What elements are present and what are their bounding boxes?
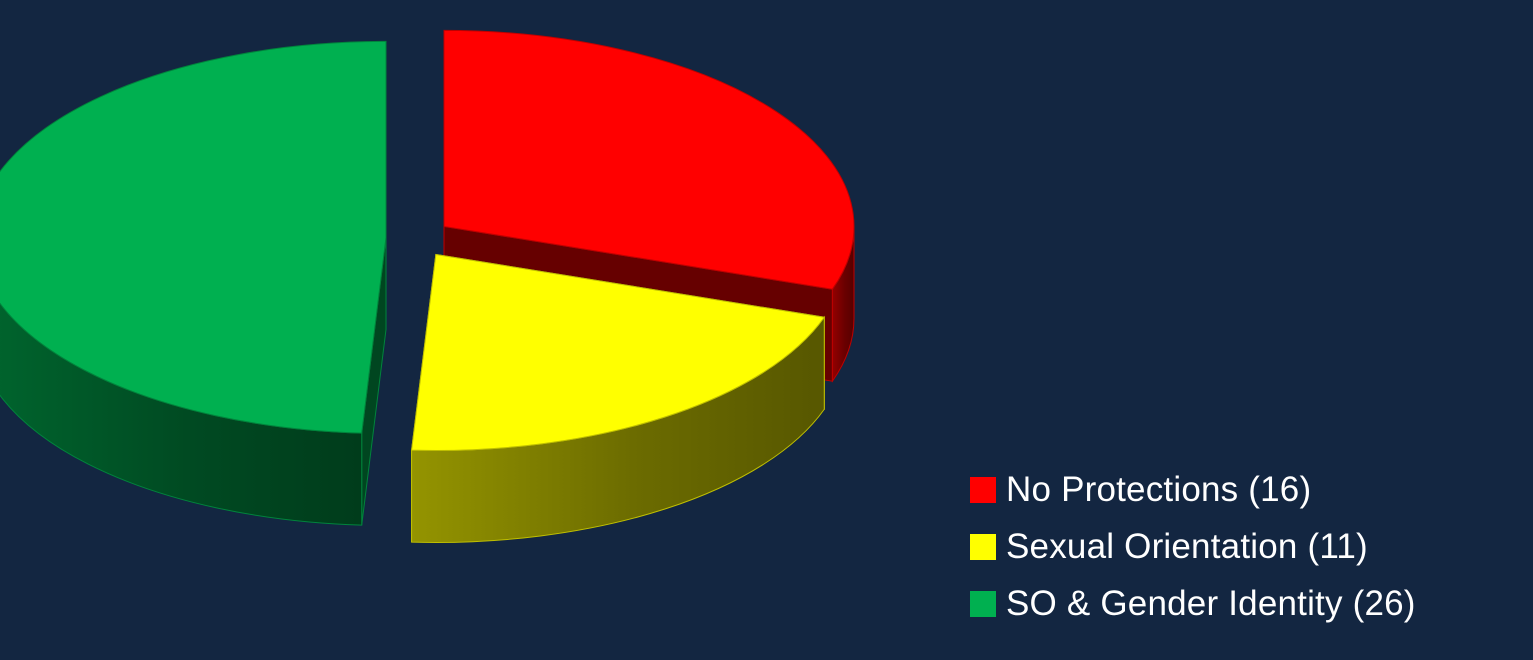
- legend-item: Sexual Orientation (11): [970, 523, 1416, 571]
- slice-top-face: [411, 253, 826, 451]
- legend-swatch: [970, 477, 996, 503]
- slice-top-face: [443, 29, 855, 290]
- legend: No Protections (16) Sexual Orientation (1…: [970, 466, 1416, 637]
- legend-label: SO & Gender Identity (26): [1006, 584, 1416, 623]
- legend-swatch: [970, 534, 996, 560]
- legend-item: SO & Gender Identity (26): [970, 580, 1416, 628]
- legend-swatch: [970, 591, 996, 617]
- legend-item: No Protections (16): [970, 466, 1416, 514]
- legend-label: Sexual Orientation (11): [1006, 527, 1368, 566]
- legend-label: No Protections (16): [1006, 470, 1312, 509]
- slice-top-face: [0, 40, 387, 434]
- pie-slice-2: [411, 253, 826, 543]
- pie-slice-3: [0, 40, 387, 526]
